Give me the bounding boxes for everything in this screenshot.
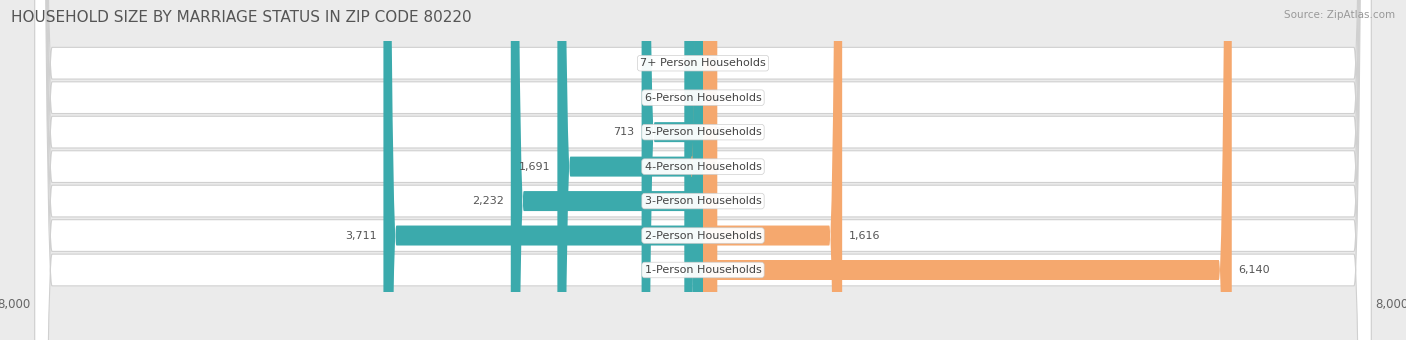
Text: 35: 35 [713, 127, 727, 137]
Text: 11: 11 [711, 162, 725, 172]
Text: HOUSEHOLD SIZE BY MARRIAGE STATUS IN ZIP CODE 80220: HOUSEHOLD SIZE BY MARRIAGE STATUS IN ZIP… [11, 10, 472, 25]
Text: 1,616: 1,616 [849, 231, 880, 240]
FancyBboxPatch shape [557, 0, 703, 340]
Text: 166: 166 [724, 196, 745, 206]
Text: 3-Person Households: 3-Person Households [644, 196, 762, 206]
FancyBboxPatch shape [510, 0, 703, 340]
Text: 713: 713 [613, 127, 634, 137]
FancyBboxPatch shape [685, 0, 703, 340]
Text: 4-Person Households: 4-Person Households [644, 162, 762, 172]
Text: 0: 0 [710, 93, 717, 103]
Text: 6-Person Households: 6-Person Households [644, 93, 762, 103]
Text: 5-Person Households: 5-Person Households [644, 127, 762, 137]
FancyBboxPatch shape [35, 0, 1371, 340]
FancyBboxPatch shape [35, 0, 1371, 340]
FancyBboxPatch shape [641, 0, 703, 340]
FancyBboxPatch shape [35, 0, 1371, 340]
FancyBboxPatch shape [703, 0, 717, 340]
Text: 0: 0 [710, 58, 717, 68]
Text: 1-Person Households: 1-Person Households [644, 265, 762, 275]
Text: 6,140: 6,140 [1239, 265, 1270, 275]
Text: 3,711: 3,711 [344, 231, 377, 240]
FancyBboxPatch shape [693, 0, 716, 340]
FancyBboxPatch shape [703, 0, 842, 340]
FancyBboxPatch shape [690, 0, 713, 340]
Text: 217: 217 [657, 93, 678, 103]
FancyBboxPatch shape [35, 0, 1371, 340]
FancyBboxPatch shape [703, 0, 1232, 340]
Text: Source: ZipAtlas.com: Source: ZipAtlas.com [1284, 10, 1395, 20]
Text: 1,691: 1,691 [519, 162, 551, 172]
FancyBboxPatch shape [690, 0, 716, 340]
Text: 28: 28 [679, 58, 693, 68]
Text: 2-Person Households: 2-Person Households [644, 231, 762, 240]
FancyBboxPatch shape [384, 0, 703, 340]
Text: 2,232: 2,232 [472, 196, 503, 206]
FancyBboxPatch shape [35, 0, 1371, 340]
FancyBboxPatch shape [35, 0, 1371, 340]
Text: 7+ Person Households: 7+ Person Households [640, 58, 766, 68]
FancyBboxPatch shape [35, 0, 1371, 340]
